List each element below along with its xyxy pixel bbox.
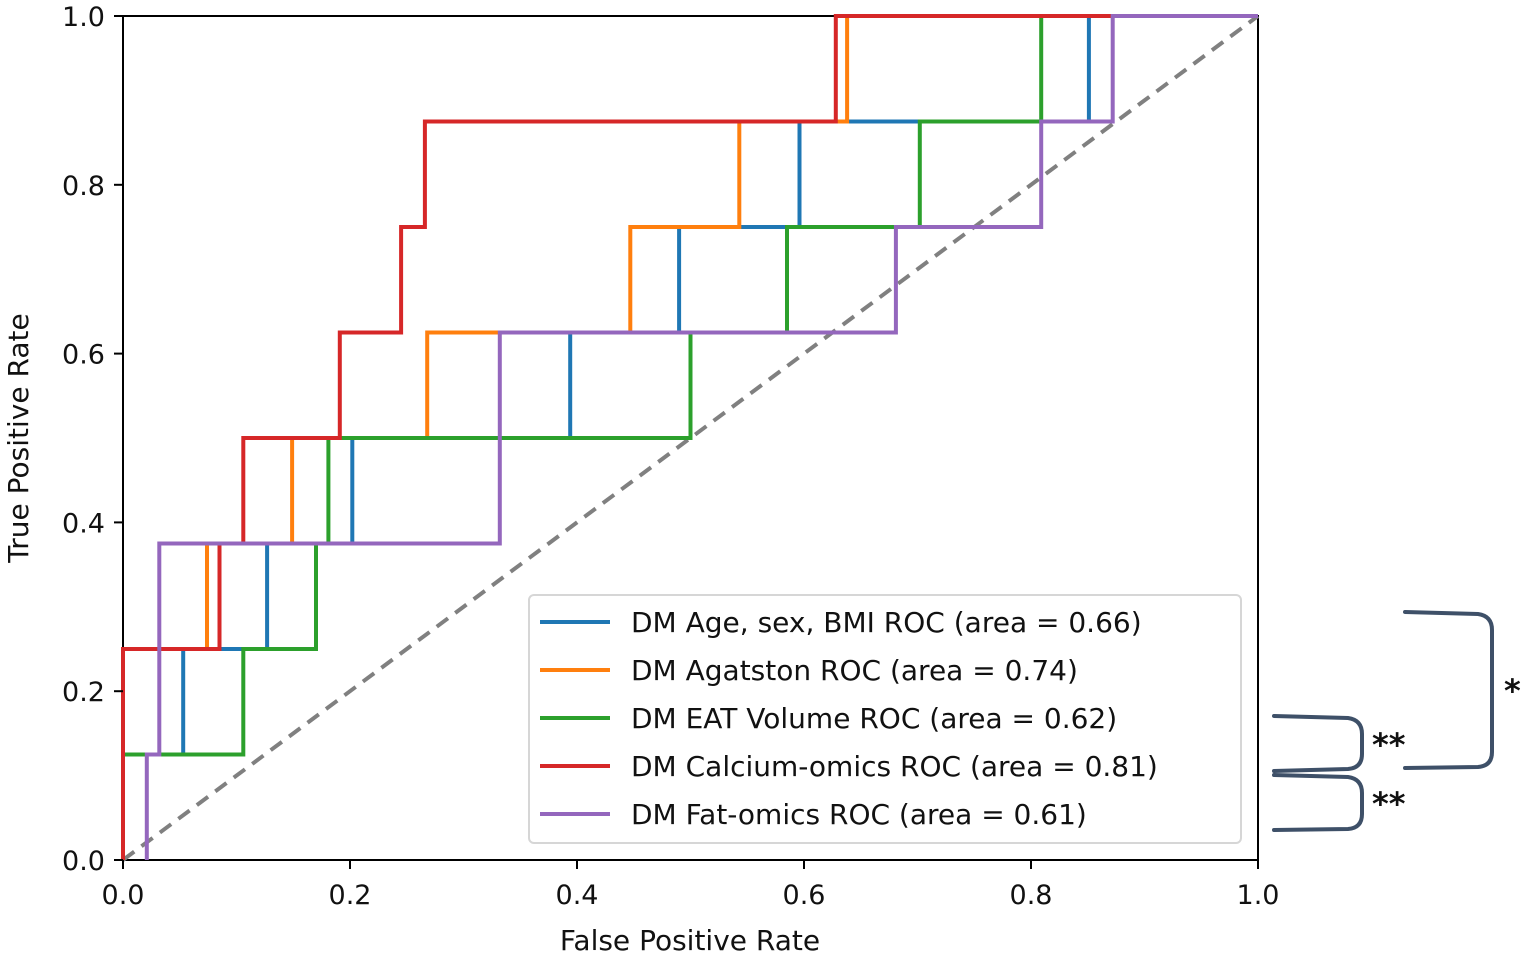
roc-curves: [121, 14, 1258, 860]
legend-label-eat-volume: DM EAT Volume ROC (area = 0.62): [631, 702, 1117, 735]
significance-label-calcium-vs-fat: **: [1372, 785, 1406, 823]
legend-label-fat-omics: DM Fat-omics ROC (area = 0.61): [631, 798, 1087, 831]
y-axis-label: True Positive Rate: [2, 313, 35, 563]
y-tick-label: 1.0: [62, 2, 105, 33]
roc-curve-calcium-omics: [121, 14, 1258, 860]
legend-box: [528, 594, 1242, 844]
roc-curve-eat-volume: [121, 14, 1258, 860]
significance-label-age-vs-calcium: *: [1504, 672, 1521, 710]
significance-brackets: [1272, 610, 1494, 832]
y-axis-ticks: 0.0 0.2 0.4 0.6 0.8 1.0: [62, 2, 123, 877]
significance-label-eat-vs-calcium: **: [1372, 726, 1406, 764]
legend-label-calcium-omics: DM Calcium-omics ROC (area = 0.81): [631, 750, 1158, 783]
y-tick-label: 0.2: [62, 677, 105, 708]
y-tick-label: 0.8: [62, 171, 105, 202]
x-tick-label: 0.0: [102, 880, 145, 911]
legend-label-agatston: DM Agatston ROC (area = 0.74): [631, 654, 1078, 687]
significance-bracket-eat-vs-calcium: [1272, 714, 1364, 773]
significance-bracket-calcium-vs-fat: [1272, 773, 1364, 832]
x-tick-label: 0.6: [783, 880, 826, 911]
y-tick-label: 0.0: [62, 846, 105, 877]
y-tick-label: 0.4: [62, 508, 105, 539]
legend-label-age-sex-bmi: DM Age, sex, BMI ROC (area = 0.66): [631, 606, 1142, 639]
y-tick-label: 0.6: [62, 340, 105, 371]
x-axis-ticks: 0.0 0.2 0.4 0.6 0.8 1.0: [102, 860, 1280, 911]
chance-diagonal-line: [121, 14, 1260, 862]
roc-curve-fat-omics: [144, 14, 1258, 860]
legend: DM Age, sex, BMI ROC (area = 0.66) DM Ag…: [528, 594, 1242, 844]
plot-area-frame: [122, 15, 1259, 861]
x-axis-label: False Positive Rate: [560, 924, 820, 955]
x-tick-label: 0.8: [1010, 880, 1053, 911]
x-tick-label: 0.4: [556, 880, 599, 911]
x-tick-label: 1.0: [1237, 880, 1280, 911]
significance-bracket-age-vs-calcium: [1403, 610, 1494, 770]
x-tick-label: 0.2: [329, 880, 372, 911]
